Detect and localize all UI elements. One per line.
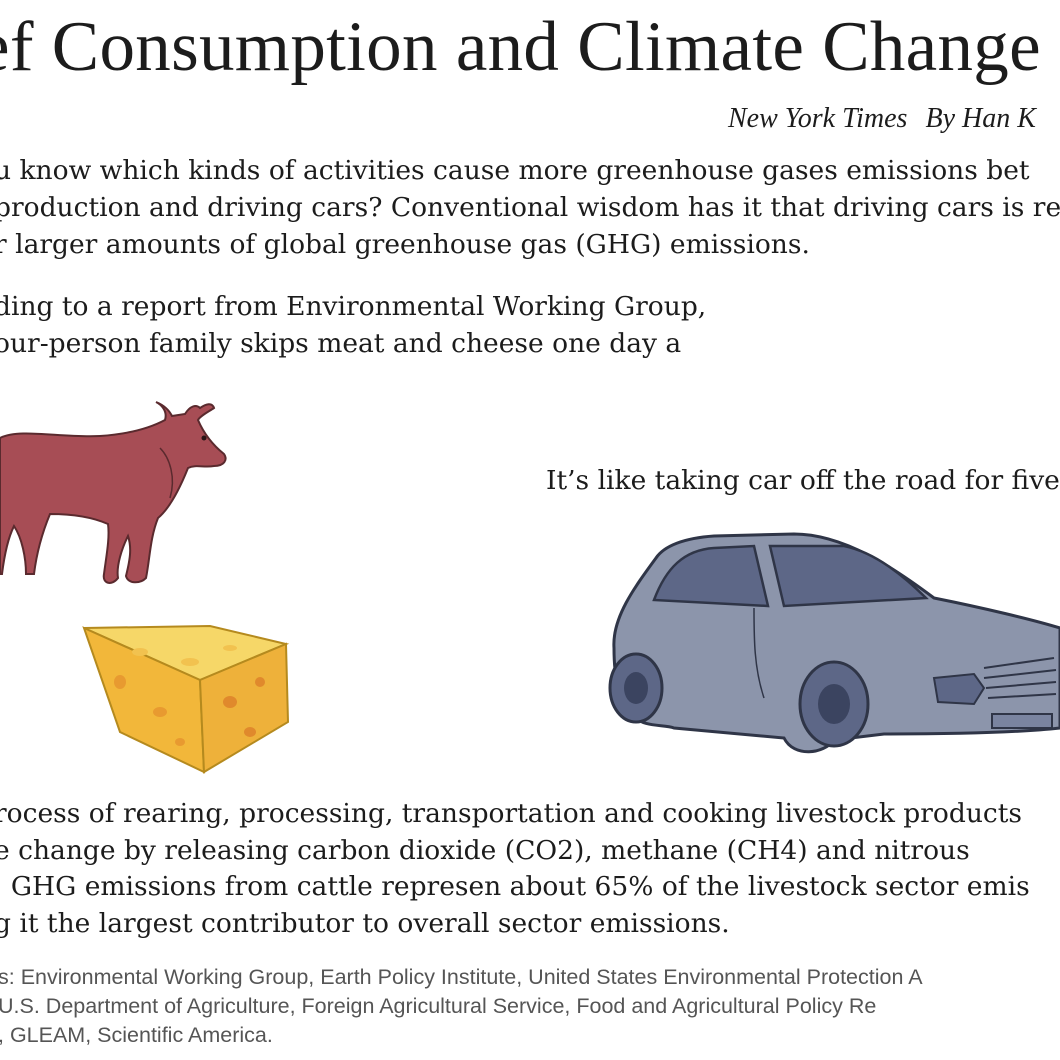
byline: New York Times By Han K — [728, 101, 1054, 137]
sources-line: s: Environmental Working Group, Earth Po… — [0, 965, 923, 989]
page-title: ef Consumption and Climate Change — [0, 8, 1041, 86]
byline-source: New York Times — [728, 103, 908, 134]
cheese-illustration — [82, 624, 290, 774]
process-paragraph: rocess of rearing, processing, transport… — [0, 796, 1030, 942]
report-line: our-person family skips meat and cheese … — [0, 328, 682, 359]
car-illustration — [608, 532, 1060, 754]
byline-author: By Han K — [925, 103, 1036, 134]
intro-line: u know which kinds of activities cause m… — [0, 155, 1030, 186]
intro-line: r larger amounts of global greenhouse ga… — [0, 229, 810, 260]
car-caption: It’s like taking car off the road for fi… — [546, 465, 1060, 496]
process-line: e change by releasing carbon dioxide (CO… — [0, 834, 970, 866]
cow-illustration — [0, 401, 227, 584]
car-icon — [608, 532, 1060, 754]
intro-paragraph: u know which kinds of activities cause m… — [0, 152, 1060, 263]
process-line: rocess of rearing, processing, transport… — [0, 798, 1023, 829]
report-line: ding to a report from Environmental Work… — [0, 291, 707, 322]
cow-icon — [0, 401, 227, 584]
process-line: g it the largest contributor to overall … — [0, 907, 730, 939]
process-line: . GHG emissions from cattle represen abo… — [0, 871, 1030, 902]
sources-footnote: s: Environmental Working Group, Earth Po… — [0, 963, 923, 1050]
sources-line: , GLEAM, Scientific America. — [0, 1023, 273, 1047]
sources-line: U.S. Department of Agriculture, Foreign … — [0, 994, 877, 1018]
intro-line: production and driving cars? Conventiona… — [0, 192, 1060, 223]
report-paragraph: ding to a report from Environmental Work… — [0, 288, 706, 362]
cheese-icon — [82, 624, 290, 774]
